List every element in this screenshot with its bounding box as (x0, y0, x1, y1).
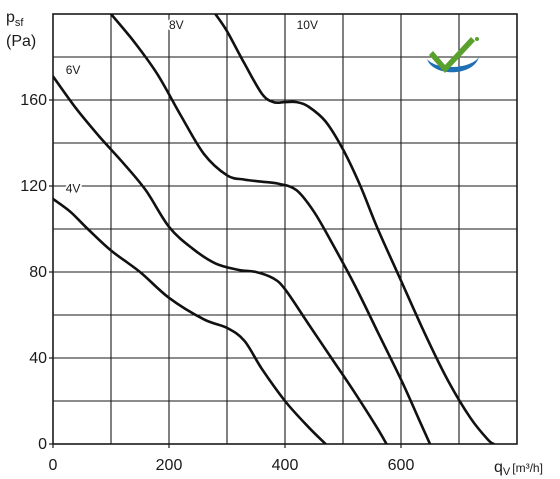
y-axis-unit: (Pa) (6, 33, 36, 50)
y-tick-label: 120 (20, 178, 47, 195)
curve-labels: 4V 6V 8V 10V (64, 16, 320, 197)
y-axis-label: psf (6, 9, 24, 29)
curve-6v (53, 75, 388, 444)
curve-8v (109, 14, 432, 444)
y-axis-label-sub: sf (15, 17, 25, 29)
curve-10v (214, 14, 496, 444)
y-tick-label: 160 (20, 92, 47, 109)
y-tick-label: 40 (29, 350, 47, 367)
y-tick-labels: 0 40 80 120 160 (20, 92, 53, 453)
x-tick-label: 0 (49, 457, 58, 474)
curves (53, 14, 496, 444)
y-tick-label: 80 (29, 264, 47, 281)
x-axis-unit: [m³/h] (512, 461, 543, 475)
curve-label-8v: 8V (169, 18, 184, 32)
y-tick-label: 0 (38, 436, 47, 453)
x-tick-label: 400 (272, 457, 299, 474)
checkmark-logo (427, 37, 479, 73)
x-axis-label-sub: V (503, 466, 511, 478)
curve-label-10v: 10V (297, 18, 318, 32)
curve-label-4v: 4V (66, 181, 81, 195)
x-tick-labels: 0 200 400 600 (49, 444, 415, 474)
x-axis-label-main: q (494, 459, 503, 476)
y-axis-label-main: p (6, 9, 15, 26)
x-tick-label: 600 (388, 457, 415, 474)
x-axis-label: qV [m³/h] (494, 459, 543, 478)
x-tick-label: 200 (156, 457, 183, 474)
curve-label-6v: 6V (66, 63, 81, 77)
curve-4v (53, 197, 327, 444)
